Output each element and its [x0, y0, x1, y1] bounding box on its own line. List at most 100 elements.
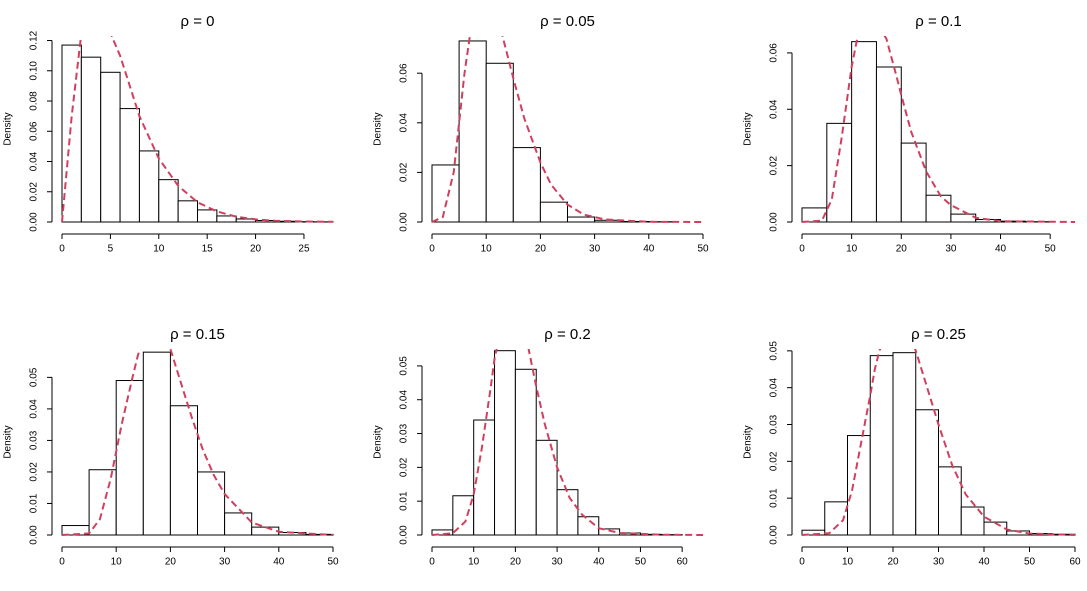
x-tick-label: 30 [589, 244, 601, 255]
bar [197, 471, 226, 536]
panel: ρ = 0.25 Density 0 10 20 30 40 50 60 0.00 0.01 0.02… [743, 326, 1081, 568]
x-tick-label: 40 [593, 557, 605, 568]
x-tick-label: 30 [933, 557, 945, 568]
panel-title: ρ = 0.25 [911, 326, 966, 343]
bar [598, 528, 621, 536]
bar [577, 516, 600, 536]
bar [567, 216, 596, 223]
bar [458, 40, 487, 223]
bar [177, 200, 198, 223]
bar [115, 380, 144, 536]
x-tick-label: 0 [799, 557, 805, 568]
x-tick-label: 5 [108, 244, 114, 255]
density-curve [801, 349, 1076, 536]
y-tick-label: 0.02 [399, 162, 410, 182]
bar [197, 209, 218, 223]
y-tick-label: 0.00 [29, 212, 40, 232]
y-tick-label: 0.03 [399, 423, 410, 443]
y-tick-label: 0.00 [769, 525, 780, 545]
x-tick-label: 0 [59, 244, 65, 255]
bar [869, 355, 894, 536]
bar [251, 526, 280, 536]
x-tick-label: 0 [429, 557, 435, 568]
x-tick-label: 40 [978, 557, 990, 568]
x-tick-label: 60 [677, 557, 689, 568]
y-tick-label: 0.10 [29, 61, 40, 81]
y-tick-label: 0.02 [29, 182, 40, 202]
density-curve [61, 36, 334, 223]
x-tick-label: 20 [165, 557, 177, 568]
bar [158, 179, 179, 223]
y-tick-label: 0.04 [769, 378, 780, 398]
y-tick-label: 0.08 [29, 91, 40, 111]
x-tick-label: 50 [1045, 244, 1057, 255]
bar [938, 466, 962, 536]
bar [138, 150, 160, 223]
panel: ρ = 0 Density 0 5 10 15 20 25 0.00 0.02 0.04 0.06 0.… [3, 13, 334, 255]
y-axis-label: Density [3, 425, 14, 458]
bar [512, 147, 541, 223]
x-tick-label: 25 [298, 244, 310, 255]
x-tick-label: 40 [273, 557, 285, 568]
bar [224, 512, 253, 536]
y-tick-label: 0.01 [769, 488, 780, 508]
bar [485, 62, 514, 223]
panel-title: ρ = 0.15 [170, 326, 225, 343]
y-tick-label: 0.03 [29, 430, 40, 450]
bar [539, 201, 569, 223]
bar [892, 352, 917, 536]
x-tick-label: 10 [468, 557, 480, 568]
x-tick-label: 0 [799, 244, 805, 255]
bar [80, 56, 102, 223]
bar [535, 439, 558, 536]
x-tick-label: 50 [1024, 557, 1036, 568]
y-axis-label: Density [373, 112, 384, 145]
y-tick-label: 0.01 [29, 493, 40, 513]
y-tick-label: 0.06 [399, 63, 410, 83]
y-tick-label: 0.04 [29, 399, 40, 419]
x-tick-label: 30 [219, 557, 231, 568]
panel-title: ρ = 0 [181, 13, 215, 30]
x-tick-label: 50 [697, 244, 709, 255]
bar [431, 164, 460, 223]
bar [915, 409, 939, 536]
bar [801, 207, 828, 223]
bar [900, 142, 927, 223]
x-tick-label: 10 [481, 244, 493, 255]
x-tick-label: 50 [635, 557, 647, 568]
y-tick-label: 0.02 [29, 462, 40, 482]
y-axis-label: Density [373, 425, 384, 458]
y-tick-label: 0.02 [769, 451, 780, 471]
y-tick-label: 0.05 [769, 341, 780, 361]
x-tick-label: 60 [1069, 557, 1081, 568]
y-tick-label: 0.02 [399, 457, 410, 477]
y-tick-label: 0.04 [399, 390, 410, 410]
panel-title: ρ = 0.1 [915, 13, 961, 30]
x-tick-label: 40 [995, 244, 1007, 255]
bar [88, 469, 117, 536]
y-axis-label: Density [3, 112, 14, 145]
y-tick-label: 0.05 [399, 356, 410, 376]
x-tick-label: 30 [945, 244, 957, 255]
x-tick-label: 50 [327, 557, 339, 568]
y-tick-label: 0.12 [29, 30, 40, 50]
x-tick-label: 10 [153, 244, 165, 255]
y-tick-label: 0.04 [399, 113, 410, 133]
bar [494, 350, 516, 536]
panel: ρ = 0.15 Density 0 10 20 30 40 50 0.00 0.01 0.02 0.… [3, 326, 339, 568]
bar [826, 122, 853, 223]
density-curve [431, 36, 704, 223]
bar [851, 41, 877, 223]
density-curve [61, 349, 334, 536]
x-tick-label: 10 [842, 557, 854, 568]
y-tick-label: 0.06 [29, 121, 40, 141]
y-tick-label: 0.00 [399, 212, 410, 232]
panel: ρ = 0.05 Density 0 10 20 30 40 50 0.00 0.02 0.04 0.… [373, 13, 709, 255]
y-tick-label: 0.01 [399, 491, 410, 511]
y-tick-label: 0.05 [29, 367, 40, 387]
y-axis-label: Density [743, 425, 754, 458]
x-tick-label: 0 [429, 244, 435, 255]
x-tick-label: 10 [111, 557, 123, 568]
x-tick-label: 15 [202, 244, 214, 255]
